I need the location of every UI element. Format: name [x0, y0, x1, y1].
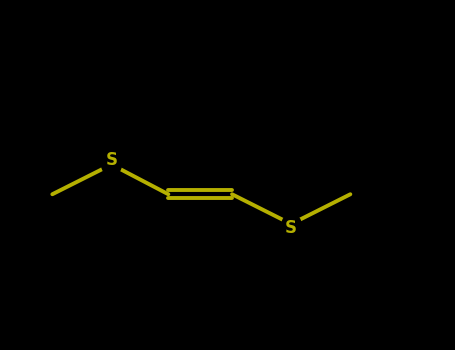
Text: S: S [285, 219, 297, 237]
Text: S: S [106, 151, 117, 169]
